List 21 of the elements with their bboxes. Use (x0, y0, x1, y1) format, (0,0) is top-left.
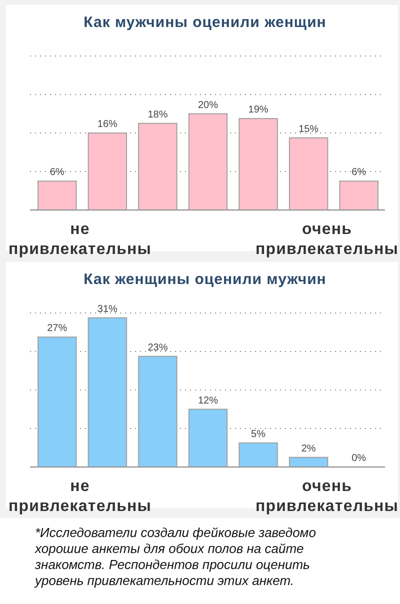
text: очень привлекательны (255, 221, 399, 258)
data-label: 15% (298, 124, 319, 135)
data-label: 6% (352, 167, 366, 178)
text: не привлекательны (8, 478, 152, 515)
data-label: 5% (251, 428, 266, 440)
data-label: 18% (148, 109, 168, 120)
data-label: 2% (301, 443, 316, 454)
text: очень привлекательны (255, 478, 399, 515)
data-label: 16% (97, 119, 118, 130)
data-label: 20% (198, 100, 218, 111)
data-label: 0% (352, 453, 366, 464)
data-label: 19% (248, 104, 268, 116)
text: не привлекательны (8, 221, 152, 258)
data-label: 12% (198, 395, 218, 406)
data-label: 31% (97, 304, 118, 315)
chart-title: Как мужчины оценили женщин (84, 14, 326, 31)
data-label: 6% (50, 167, 64, 178)
data-label: 23% (148, 342, 168, 354)
text: *Исследователи создали фейковые заведомо хорошие анкеты для обоих полов на сайте знакомств. Респондентов просили оценить уровень привлекательности этих анкет. (34, 525, 316, 588)
data-label: 27% (47, 323, 68, 334)
chart-title: Как женщины оценили мужчин (84, 271, 326, 288)
